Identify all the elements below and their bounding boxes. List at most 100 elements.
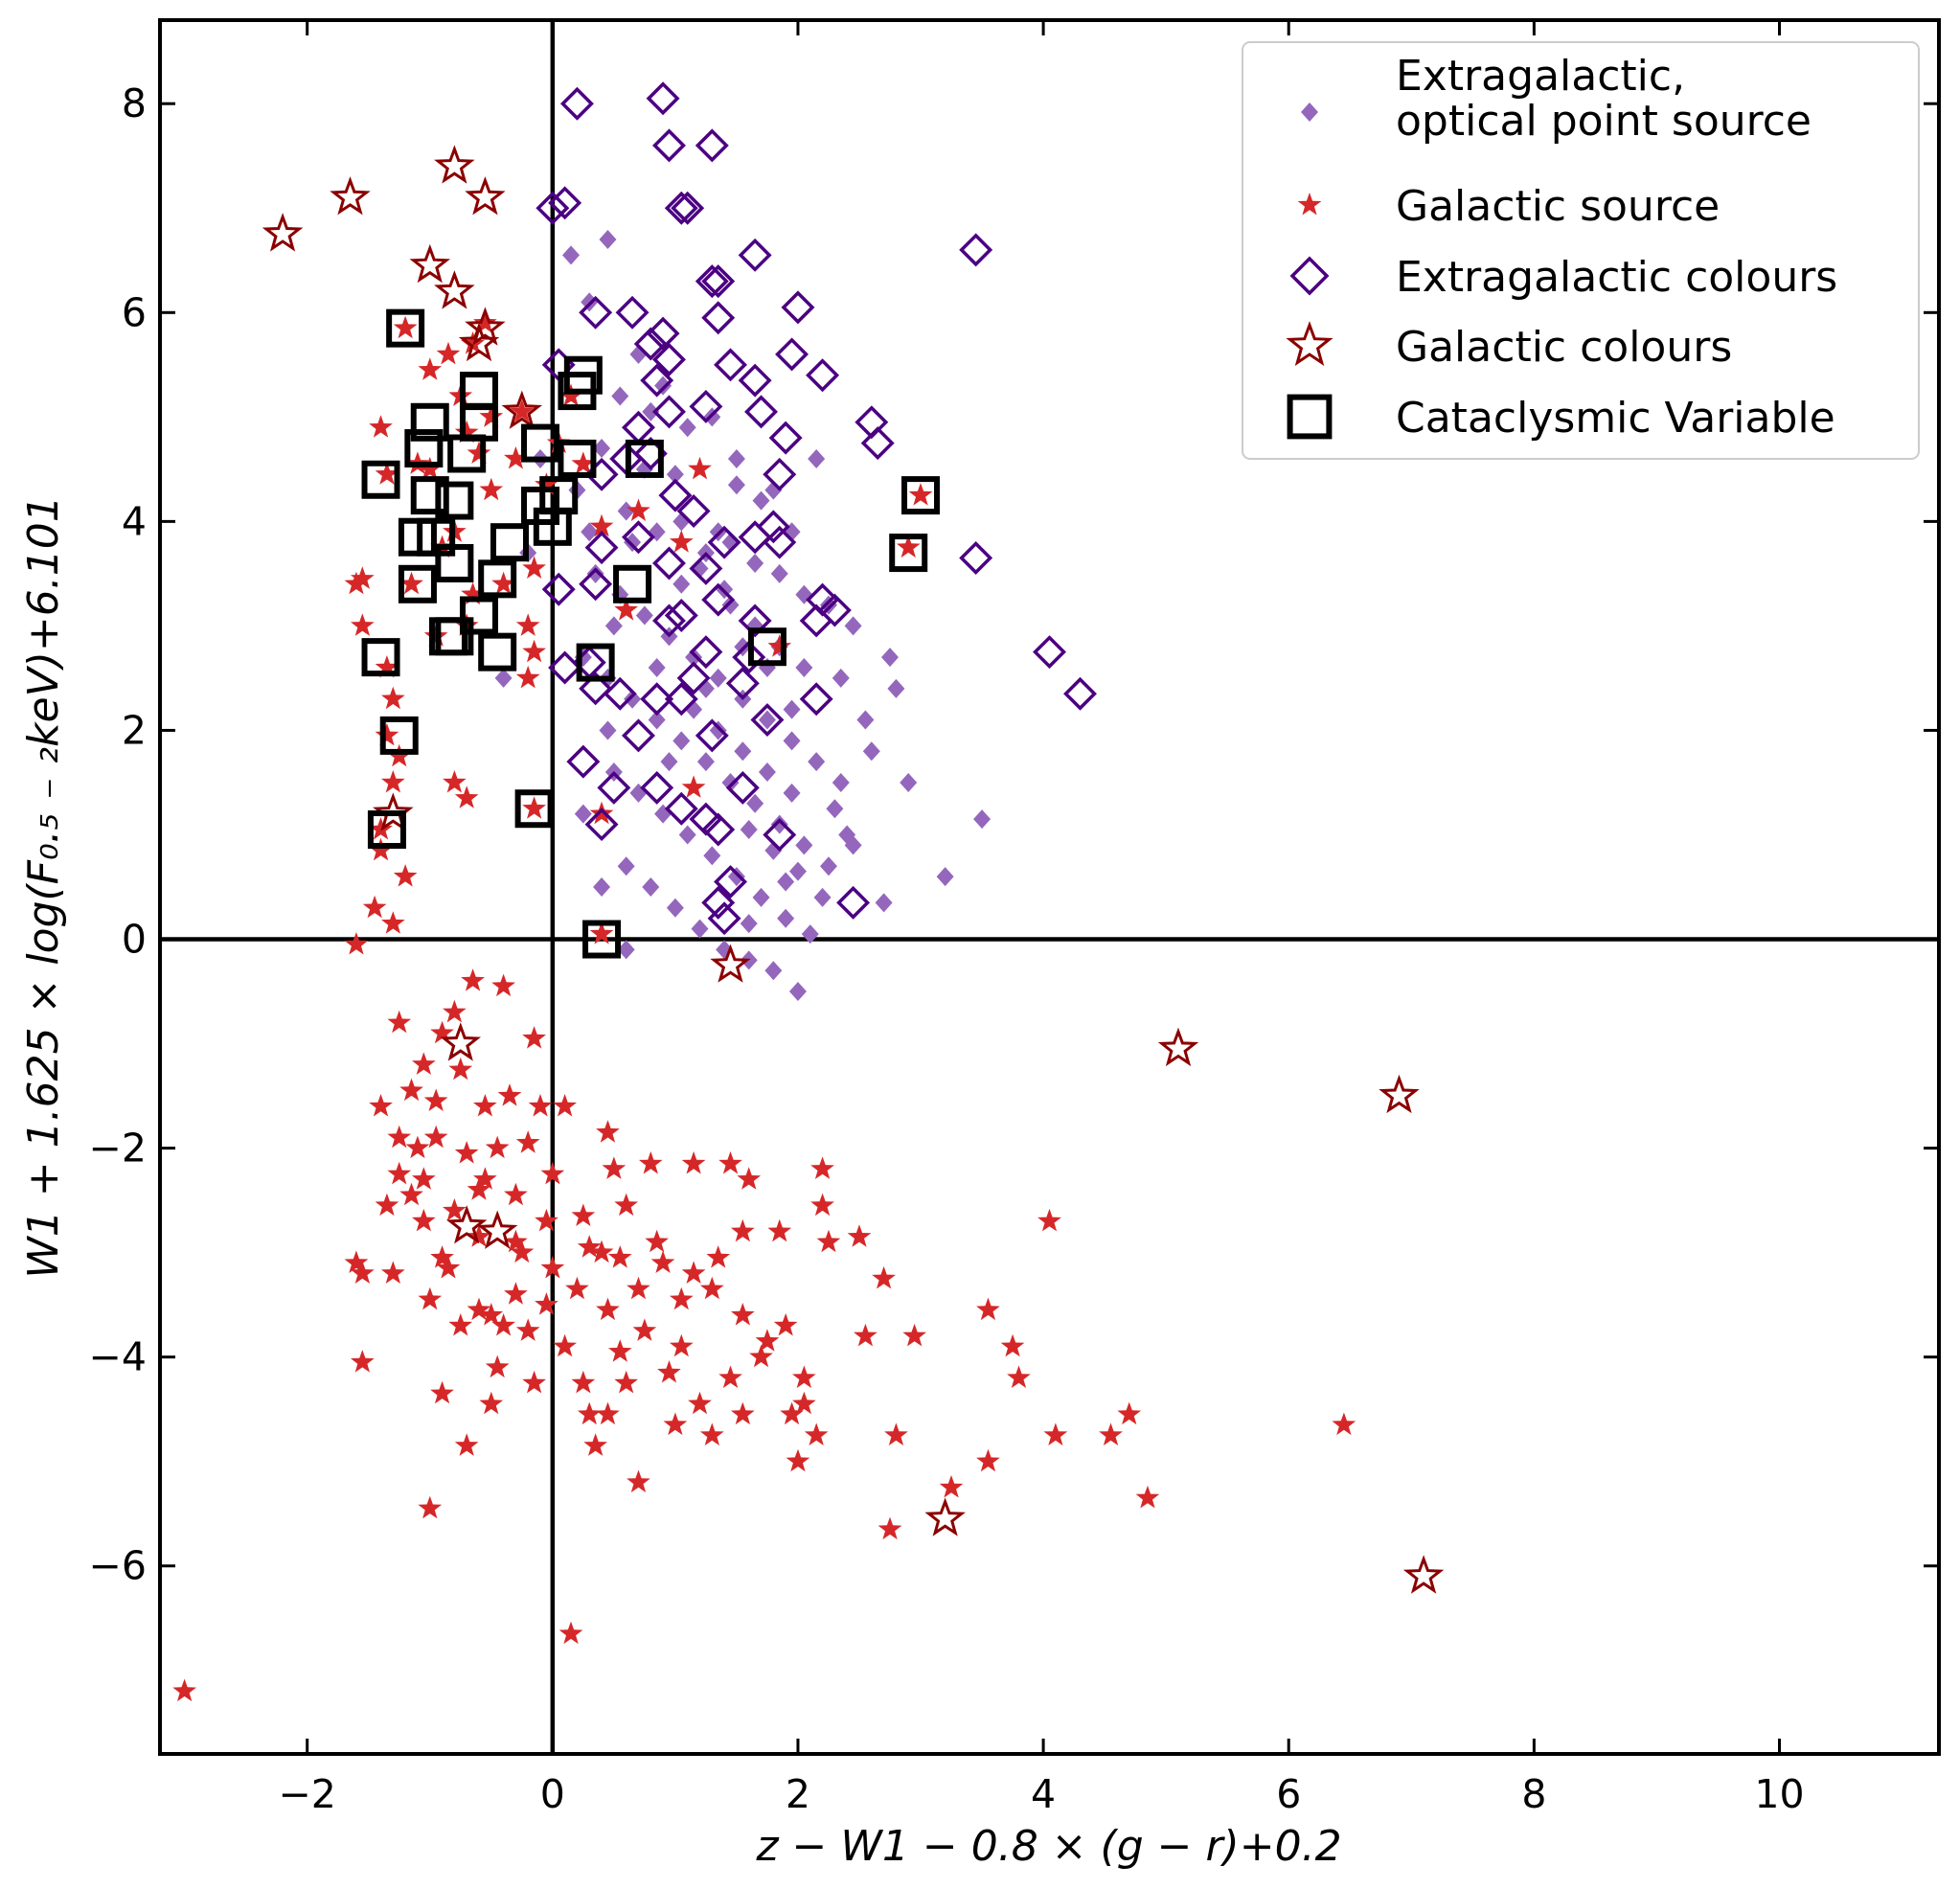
data-point (688, 1391, 712, 1415)
data-point (418, 357, 443, 380)
data-point (369, 837, 393, 861)
data-point (381, 1261, 405, 1284)
data-point (1063, 676, 1097, 711)
data-point (681, 1150, 706, 1174)
data-point (635, 605, 653, 626)
data-point (448, 1313, 473, 1336)
data-point (740, 820, 758, 840)
data-point (738, 520, 772, 555)
data-point (393, 315, 418, 339)
data-point (666, 898, 684, 918)
data-point (617, 856, 635, 876)
data-point (584, 531, 619, 565)
x-tick-label: 2 (786, 1771, 810, 1817)
data-point (409, 243, 451, 284)
data-point (737, 1167, 762, 1190)
data-point (959, 233, 993, 267)
data-point (750, 703, 785, 738)
data-point (976, 1297, 1000, 1321)
legend-marker (1289, 256, 1330, 296)
data-point (522, 1026, 546, 1049)
data-point (362, 895, 387, 919)
data-point (344, 932, 369, 955)
data-point (485, 1135, 510, 1159)
data-point (810, 1156, 834, 1179)
data-point (645, 1229, 669, 1253)
data-point (731, 1401, 755, 1425)
data-point (752, 490, 770, 511)
data-point (541, 572, 576, 606)
data-point (770, 814, 788, 834)
data-point (514, 789, 554, 829)
data-point (443, 770, 467, 793)
data-point (485, 1354, 510, 1378)
data-point (387, 1125, 412, 1149)
data-point (780, 1401, 804, 1425)
data-point (632, 1318, 657, 1341)
data-point (699, 1422, 724, 1445)
data-point (701, 301, 736, 335)
data-point (577, 1235, 602, 1258)
data-point (515, 1130, 540, 1153)
data-point (710, 944, 751, 983)
data-point (454, 420, 479, 444)
legend-marker (1287, 394, 1333, 440)
data-point (428, 617, 467, 656)
data-point (624, 533, 642, 553)
data-point (563, 355, 603, 395)
series-4 (361, 308, 941, 959)
data-point (387, 743, 412, 767)
data-point (678, 825, 696, 845)
data-point (718, 1150, 742, 1174)
data-point (718, 1365, 742, 1388)
data-point (454, 1433, 479, 1456)
data-point (1402, 1555, 1445, 1594)
data-point (695, 718, 729, 753)
data-point (418, 1286, 443, 1310)
data-point (571, 1203, 596, 1226)
data-point (976, 1448, 1000, 1472)
data-point (423, 1088, 448, 1111)
data-point (663, 1412, 688, 1436)
y-tick-label: 6 (122, 289, 147, 335)
plot-frame (158, 18, 1941, 1756)
data-point (479, 1391, 504, 1415)
data-point (844, 616, 862, 636)
data-point (583, 1433, 607, 1456)
y-tick-label: 2 (122, 707, 147, 753)
data-point (351, 613, 375, 636)
data-point (854, 1323, 877, 1347)
data-point (593, 439, 611, 459)
data-point (504, 446, 528, 469)
data-point (657, 1360, 681, 1383)
data-point (666, 465, 684, 485)
data-point (1379, 1074, 1420, 1114)
data-point (746, 793, 764, 813)
data-point (902, 1323, 926, 1347)
data-point (589, 922, 614, 944)
data-point (344, 571, 369, 595)
data-point (607, 1339, 632, 1362)
data-point (621, 520, 655, 555)
data-point (755, 1329, 780, 1352)
data-point (1157, 1027, 1199, 1067)
data-point (418, 456, 443, 480)
data-point (577, 1401, 602, 1425)
data-point (819, 595, 837, 615)
data-point (664, 599, 698, 632)
data-point (412, 1167, 436, 1190)
data-point (625, 439, 664, 478)
data-point (571, 1370, 596, 1394)
data-point (361, 460, 400, 499)
data-point (640, 770, 674, 805)
data-point (393, 864, 418, 887)
data-point (522, 556, 546, 579)
data-point (758, 710, 776, 730)
data-point (676, 493, 711, 528)
data-point (936, 867, 954, 887)
data-point (701, 885, 736, 920)
data-point (638, 1150, 663, 1174)
data-point (434, 270, 475, 309)
data-point (479, 477, 504, 501)
data-point (804, 1422, 829, 1445)
